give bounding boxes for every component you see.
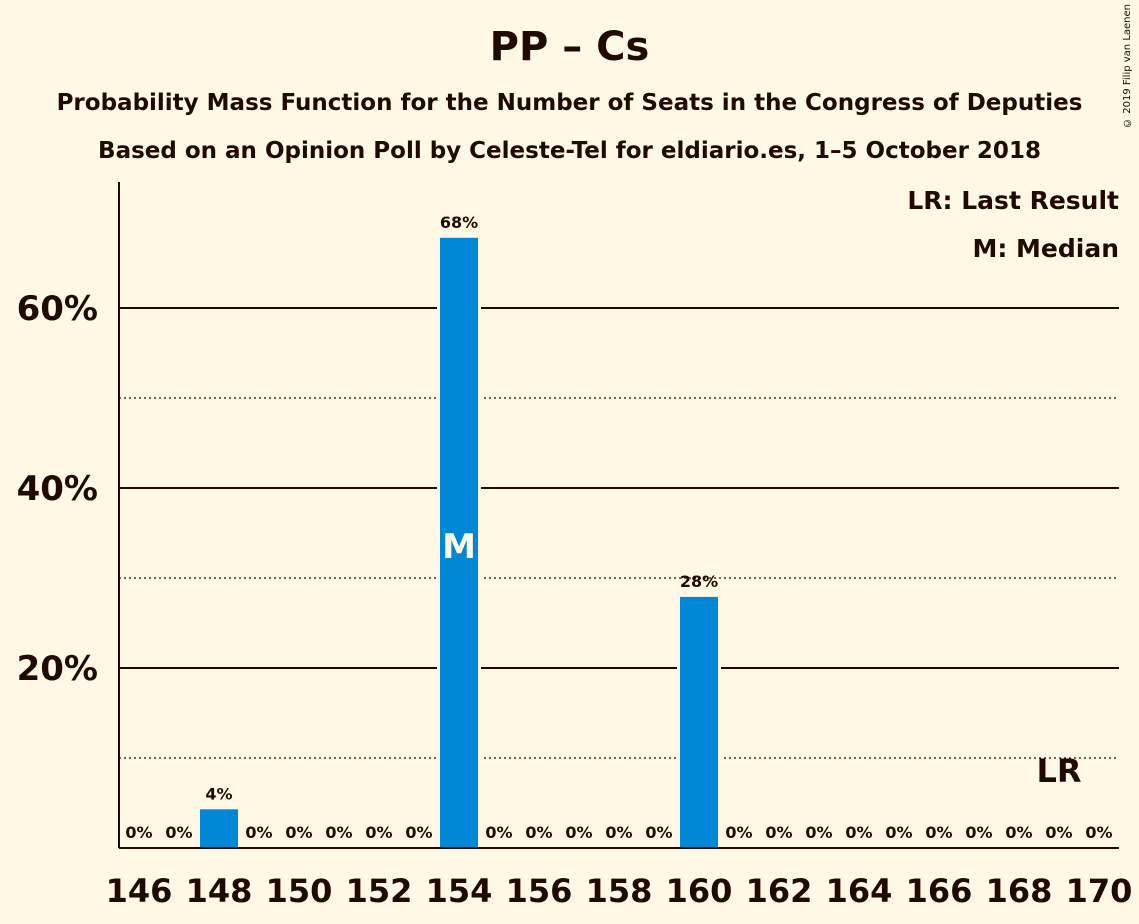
bar bbox=[680, 596, 718, 848]
data-label: 0% bbox=[885, 823, 912, 842]
data-label: 0% bbox=[965, 823, 992, 842]
data-label: 0% bbox=[1005, 823, 1032, 842]
data-label: 0% bbox=[765, 823, 792, 842]
x-tick-label: 170 bbox=[1066, 872, 1133, 910]
data-label: 0% bbox=[525, 823, 552, 842]
x-tick-label: 164 bbox=[826, 872, 893, 910]
x-tick-label: 166 bbox=[906, 872, 973, 910]
y-tick-label: 60% bbox=[17, 289, 98, 329]
bar bbox=[440, 237, 478, 849]
data-label: 68% bbox=[440, 213, 478, 232]
data-label: 0% bbox=[285, 823, 312, 842]
data-label: 0% bbox=[605, 823, 632, 842]
bar bbox=[200, 809, 238, 848]
median-marker: M bbox=[442, 527, 476, 567]
x-tick-label: 146 bbox=[106, 872, 173, 910]
chart-source-subtitle: Based on an Opinion Poll by Celeste-Tel … bbox=[98, 138, 1041, 164]
data-label: 0% bbox=[645, 823, 672, 842]
data-label: 4% bbox=[205, 784, 232, 803]
x-tick-label: 168 bbox=[986, 872, 1053, 910]
x-tick-label: 160 bbox=[666, 872, 733, 910]
data-label: 0% bbox=[565, 823, 592, 842]
data-label: 0% bbox=[725, 823, 752, 842]
x-tick-label: 150 bbox=[266, 872, 333, 910]
data-label: 0% bbox=[1045, 823, 1072, 842]
data-label: 0% bbox=[485, 823, 512, 842]
chart-title: PP – Cs bbox=[489, 24, 650, 70]
data-label: 0% bbox=[845, 823, 872, 842]
data-label: 0% bbox=[125, 823, 152, 842]
chart-subtitle: Probability Mass Function for the Number… bbox=[56, 90, 1083, 116]
data-label: 0% bbox=[165, 823, 192, 842]
y-tick-label: 40% bbox=[17, 469, 98, 509]
x-tick-label: 162 bbox=[746, 872, 813, 910]
data-label: 28% bbox=[680, 572, 718, 591]
y-tick-label: 20% bbox=[17, 649, 98, 689]
x-tick-label: 156 bbox=[506, 872, 573, 910]
x-tick-label: 148 bbox=[186, 872, 253, 910]
legend-last-result: LR: Last Result bbox=[907, 186, 1119, 215]
data-label: 0% bbox=[925, 823, 952, 842]
x-tick-label: 158 bbox=[586, 872, 653, 910]
data-label: 0% bbox=[325, 823, 352, 842]
data-label: 0% bbox=[1085, 823, 1112, 842]
x-tick-label: 154 bbox=[426, 872, 493, 910]
x-tick-label: 152 bbox=[346, 872, 413, 910]
data-label: 0% bbox=[245, 823, 272, 842]
last-result-marker: LR bbox=[1036, 752, 1081, 790]
data-label: 0% bbox=[365, 823, 392, 842]
data-label: 0% bbox=[405, 823, 432, 842]
data-label: 0% bbox=[805, 823, 832, 842]
legend-median: M: Median bbox=[972, 234, 1119, 263]
